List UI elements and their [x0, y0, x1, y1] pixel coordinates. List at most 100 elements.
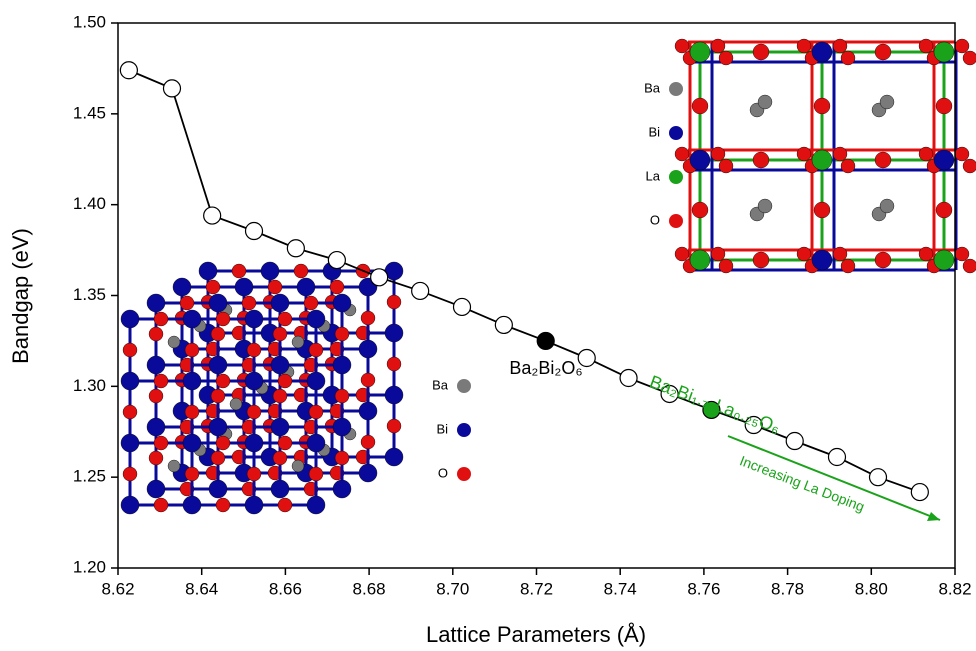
atom	[173, 278, 191, 296]
atom	[690, 150, 710, 170]
legend-swatch	[457, 467, 471, 481]
atom	[297, 278, 315, 296]
y-tick-label: 1.45	[73, 103, 106, 122]
atom	[242, 296, 256, 310]
atom	[123, 467, 137, 481]
x-tick-label: 8.74	[604, 579, 637, 598]
atom	[183, 434, 201, 452]
atom	[812, 150, 832, 170]
atom	[273, 451, 287, 465]
legend-swatch	[669, 82, 683, 96]
y-tick-label: 1.30	[73, 376, 106, 395]
atom	[216, 498, 230, 512]
atom	[335, 451, 349, 465]
atom	[385, 324, 403, 342]
atom	[719, 259, 733, 273]
data-point	[246, 223, 263, 240]
atom	[245, 496, 263, 514]
atom	[183, 496, 201, 514]
atom	[185, 467, 199, 481]
x-tick-label: 8.76	[687, 579, 720, 598]
atom	[230, 398, 242, 410]
data-point	[786, 433, 803, 450]
atom	[278, 312, 292, 326]
atom	[273, 389, 287, 403]
atom	[292, 336, 304, 348]
atom	[183, 372, 201, 390]
atom	[211, 451, 225, 465]
atom	[833, 147, 847, 161]
atom	[758, 199, 772, 213]
atom	[963, 259, 976, 273]
atom	[123, 405, 137, 419]
atom	[271, 356, 289, 374]
data-point	[537, 332, 554, 349]
atom	[278, 374, 292, 388]
atom	[919, 39, 933, 53]
atom	[711, 247, 725, 261]
atom	[185, 405, 199, 419]
atom	[841, 159, 855, 173]
atom	[294, 264, 308, 278]
atom	[121, 310, 139, 328]
atom	[333, 480, 351, 498]
atom	[232, 264, 246, 278]
legend-label: O	[438, 465, 448, 480]
atom	[154, 498, 168, 512]
atom	[335, 389, 349, 403]
x-tick-label: 8.82	[938, 579, 971, 598]
atom	[675, 247, 689, 261]
data-point	[328, 252, 345, 269]
x-axis-title: Lattice Parameters (Å)	[426, 622, 646, 647]
atom	[359, 464, 377, 482]
y-tick-label: 1.20	[73, 557, 106, 576]
atom	[387, 357, 401, 371]
atom	[309, 343, 323, 357]
data-point	[163, 80, 180, 97]
data-point	[120, 62, 137, 79]
atom	[154, 312, 168, 326]
atom	[955, 247, 969, 261]
atom	[814, 202, 830, 218]
atom	[719, 51, 733, 65]
atom	[880, 95, 894, 109]
atom	[147, 294, 165, 312]
x-tick-label: 8.78	[771, 579, 804, 598]
atom	[690, 42, 710, 62]
chart: Lattice Parameters (Å) Bandgap (eV) BaBi…	[0, 0, 976, 651]
atom	[841, 259, 855, 273]
atom	[387, 295, 401, 309]
atom	[934, 250, 954, 270]
atom	[753, 44, 769, 60]
atom	[147, 480, 165, 498]
data-point	[412, 282, 429, 299]
atom	[385, 386, 403, 404]
atom	[211, 327, 225, 341]
legend-swatch	[669, 214, 683, 228]
atom	[271, 418, 289, 436]
atom	[278, 436, 292, 450]
atom	[209, 480, 227, 498]
atom	[963, 159, 976, 173]
atom	[875, 44, 891, 60]
legend-swatch	[457, 379, 471, 393]
legend-label: La	[646, 168, 661, 183]
atom	[216, 436, 230, 450]
atom	[121, 372, 139, 390]
atom	[271, 480, 289, 498]
atom	[955, 39, 969, 53]
legend-label: Bi	[648, 124, 660, 139]
atom	[841, 51, 855, 65]
atom	[690, 250, 710, 270]
atom	[692, 202, 708, 218]
atom	[812, 250, 832, 270]
atom	[385, 448, 403, 466]
legend-label: Ba	[644, 80, 661, 95]
x-tick-label: 8.64	[185, 579, 218, 598]
atom	[711, 39, 725, 53]
atom	[333, 294, 351, 312]
x-tick-label: 8.80	[855, 579, 888, 598]
atom	[814, 98, 830, 114]
atom	[936, 202, 952, 218]
atom	[955, 147, 969, 161]
